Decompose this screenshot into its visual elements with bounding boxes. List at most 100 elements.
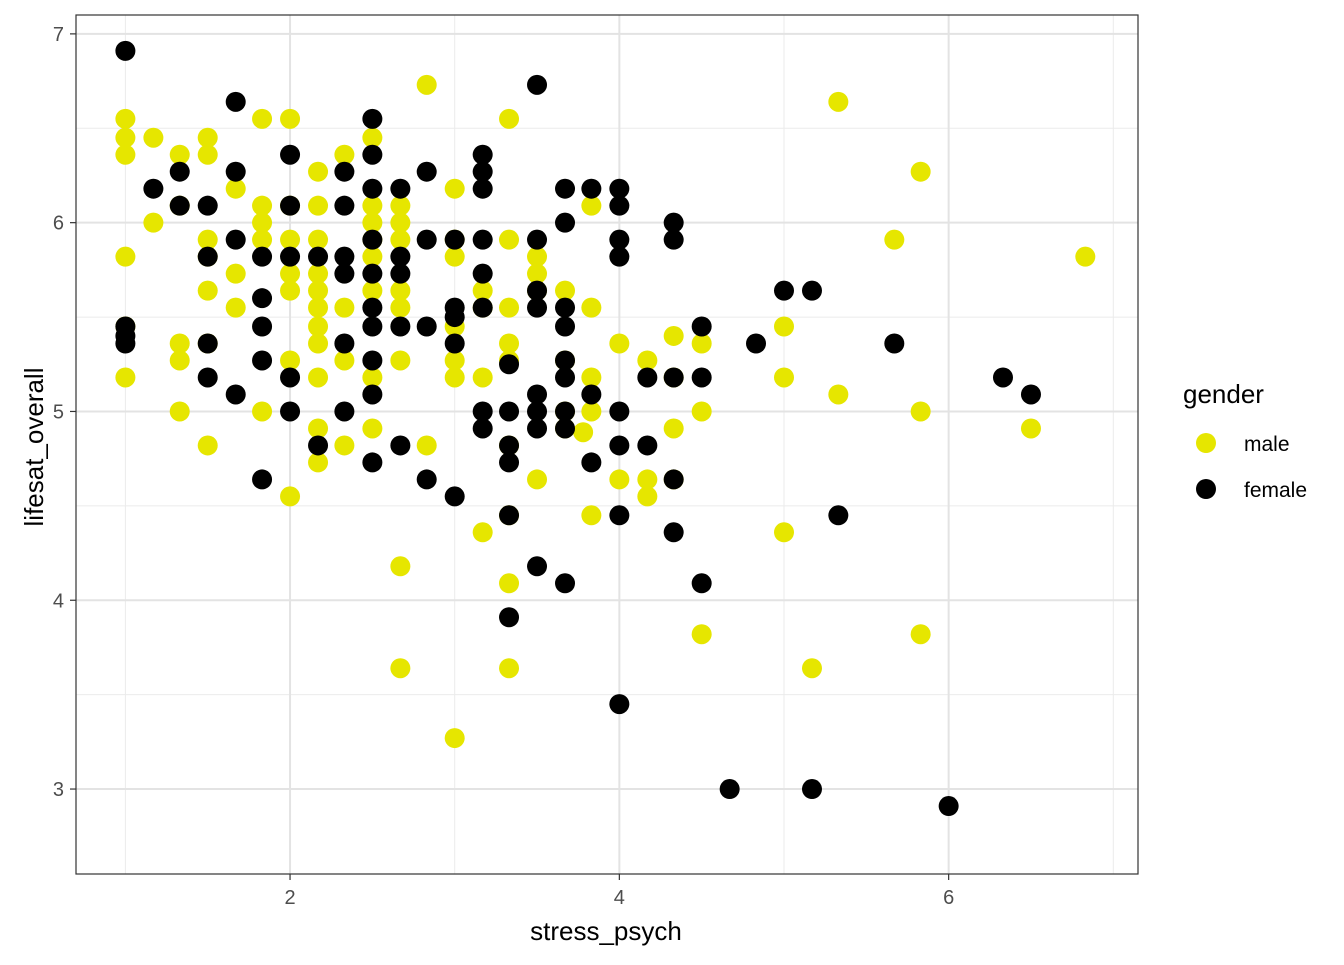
point-male [362, 212, 383, 233]
point-male [444, 367, 465, 388]
point-female [555, 212, 576, 233]
point-female [416, 229, 437, 250]
point-male [499, 108, 520, 129]
point-female [581, 452, 602, 473]
point-female [609, 435, 630, 456]
point-male [390, 556, 411, 577]
legend-label-male: male [1244, 433, 1290, 456]
point-male [362, 280, 383, 301]
point-female [527, 384, 548, 405]
point-female [663, 367, 684, 388]
point-female [527, 280, 548, 301]
point-male [472, 367, 493, 388]
point-male [225, 263, 246, 284]
point-female [472, 144, 493, 165]
point-male [774, 367, 794, 388]
point-female [527, 74, 548, 95]
point-female [280, 195, 301, 216]
point-female [444, 307, 465, 328]
point-female [390, 263, 411, 284]
point-female [527, 556, 548, 577]
point-male [472, 522, 493, 543]
point-male [416, 435, 437, 456]
point-female [444, 486, 465, 507]
point-female [197, 246, 218, 267]
point-male [362, 195, 383, 216]
point-male [801, 658, 822, 679]
point-female [334, 263, 355, 284]
y-axis-title: lifesat_overall [19, 368, 49, 527]
point-male [828, 91, 849, 112]
point-male [609, 333, 630, 354]
point-female [334, 161, 355, 182]
point-female [362, 316, 383, 337]
point-female [555, 297, 576, 318]
point-female [472, 178, 493, 199]
point-male [828, 384, 849, 405]
point-female [197, 333, 218, 354]
point-female [691, 367, 712, 388]
point-male [416, 74, 437, 95]
y-tick-label: 3 [53, 779, 64, 801]
point-female [1020, 384, 1041, 405]
point-male [390, 658, 411, 679]
point-female [416, 161, 437, 182]
point-male [334, 350, 355, 371]
point-male [308, 297, 329, 318]
point-female [637, 367, 658, 388]
point-male [691, 624, 712, 645]
point-female [746, 333, 767, 354]
point-male [910, 161, 931, 182]
point-male [197, 127, 218, 148]
point-male [910, 401, 931, 422]
point-male [362, 418, 383, 439]
point-male [334, 144, 355, 165]
point-female [663, 229, 684, 250]
point-male [362, 127, 383, 148]
point-female [390, 316, 411, 337]
point-female [581, 178, 602, 199]
point-male [499, 229, 520, 250]
point-female [308, 246, 329, 267]
point-female [362, 263, 383, 284]
point-female [252, 469, 273, 490]
x-axis-title: stress_psych [530, 916, 682, 946]
point-male [390, 350, 411, 371]
point-female [252, 350, 273, 371]
point-female [472, 229, 493, 250]
y-tick-label: 4 [53, 590, 64, 612]
point-male [115, 144, 136, 165]
point-female [527, 418, 548, 439]
point-female [499, 452, 520, 473]
point-male [225, 178, 246, 199]
point-male [444, 728, 465, 749]
point-female [334, 246, 355, 267]
point-female [416, 469, 437, 490]
point-female [691, 573, 712, 594]
point-female [444, 229, 465, 250]
point-male [1075, 246, 1096, 267]
point-male [499, 333, 520, 354]
point-male [169, 350, 190, 371]
point-male [527, 246, 548, 267]
point-female [115, 40, 136, 61]
point-female [472, 263, 493, 284]
point-female [362, 384, 383, 405]
point-female [992, 367, 1013, 388]
point-male [308, 280, 329, 301]
point-male [115, 127, 136, 148]
point-male [252, 195, 273, 216]
point-male [308, 333, 329, 354]
point-male [527, 263, 548, 284]
legend-key-male [1196, 433, 1216, 453]
point-female [555, 350, 576, 371]
point-female [609, 401, 630, 422]
point-male [334, 435, 355, 456]
point-female [390, 246, 411, 267]
point-female [555, 573, 576, 594]
point-female [280, 367, 301, 388]
point-female [334, 401, 355, 422]
point-male [581, 195, 602, 216]
point-female [499, 435, 520, 456]
